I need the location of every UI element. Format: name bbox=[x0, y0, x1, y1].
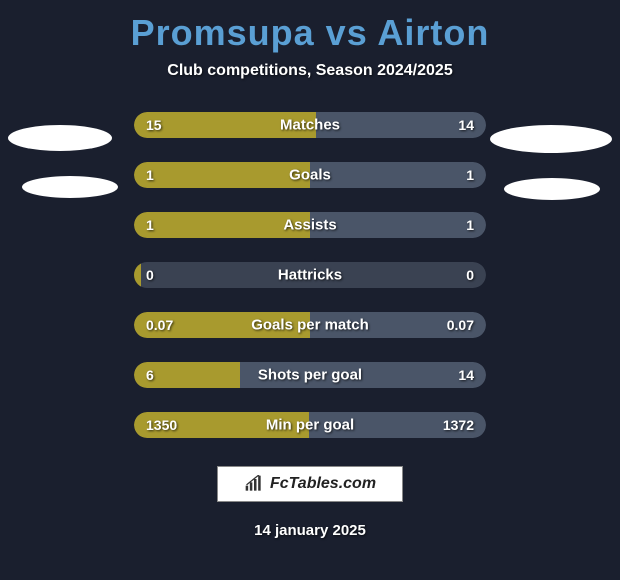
stat-value-left: 0 bbox=[146, 267, 154, 283]
stat-row: Shots per goal 6 14 bbox=[134, 362, 486, 388]
stat-label: Hattricks bbox=[278, 267, 342, 284]
stat-value-left: 1350 bbox=[146, 417, 177, 433]
stat-value-right: 0 bbox=[466, 267, 474, 283]
decorative-ellipse bbox=[8, 125, 112, 151]
stat-value-right: 1 bbox=[466, 217, 474, 233]
stat-value-right: 0.07 bbox=[447, 317, 474, 333]
stat-value-left: 6 bbox=[146, 367, 154, 383]
bar-left bbox=[134, 262, 141, 288]
date-text: 14 january 2025 bbox=[0, 522, 620, 539]
stat-row: Goals per match 0.07 0.07 bbox=[134, 312, 486, 338]
stat-label: Goals per match bbox=[251, 317, 369, 334]
stat-row: Assists 1 1 bbox=[134, 212, 486, 238]
bar-left bbox=[134, 162, 310, 188]
stat-label: Matches bbox=[280, 117, 340, 134]
stats-container: Matches 15 14 Goals 1 1 Assists 1 1 Hattricks 0 0 Go… bbox=[0, 112, 620, 438]
page-title: Promsupa vs Airton bbox=[0, 0, 620, 54]
stat-value-left: 1 bbox=[146, 167, 154, 183]
stat-row: Min per goal 1350 1372 bbox=[134, 412, 486, 438]
stat-value-left: 1 bbox=[146, 217, 154, 233]
stat-label: Goals bbox=[289, 167, 331, 184]
stat-label: Min per goal bbox=[266, 417, 354, 434]
stat-value-right: 14 bbox=[458, 117, 474, 133]
subtitle: Club competitions, Season 2024/2025 bbox=[0, 62, 620, 80]
bar-right bbox=[310, 162, 486, 188]
stat-row: Goals 1 1 bbox=[134, 162, 486, 188]
stat-label: Assists bbox=[283, 217, 336, 234]
chart-icon bbox=[244, 475, 264, 493]
stat-value-right: 1372 bbox=[443, 417, 474, 433]
decorative-ellipse bbox=[504, 178, 600, 200]
stat-row: Hattricks 0 0 bbox=[134, 262, 486, 288]
stat-row: Matches 15 14 bbox=[134, 112, 486, 138]
stat-label: Shots per goal bbox=[258, 367, 362, 384]
stat-value-right: 14 bbox=[458, 367, 474, 383]
fctables-logo[interactable]: FcTables.com bbox=[217, 466, 403, 502]
stat-value-left: 15 bbox=[146, 117, 162, 133]
stat-value-left: 0.07 bbox=[146, 317, 173, 333]
decorative-ellipse bbox=[490, 125, 612, 153]
logo-text: FcTables.com bbox=[270, 475, 376, 493]
decorative-ellipse bbox=[22, 176, 118, 198]
stat-value-right: 1 bbox=[466, 167, 474, 183]
